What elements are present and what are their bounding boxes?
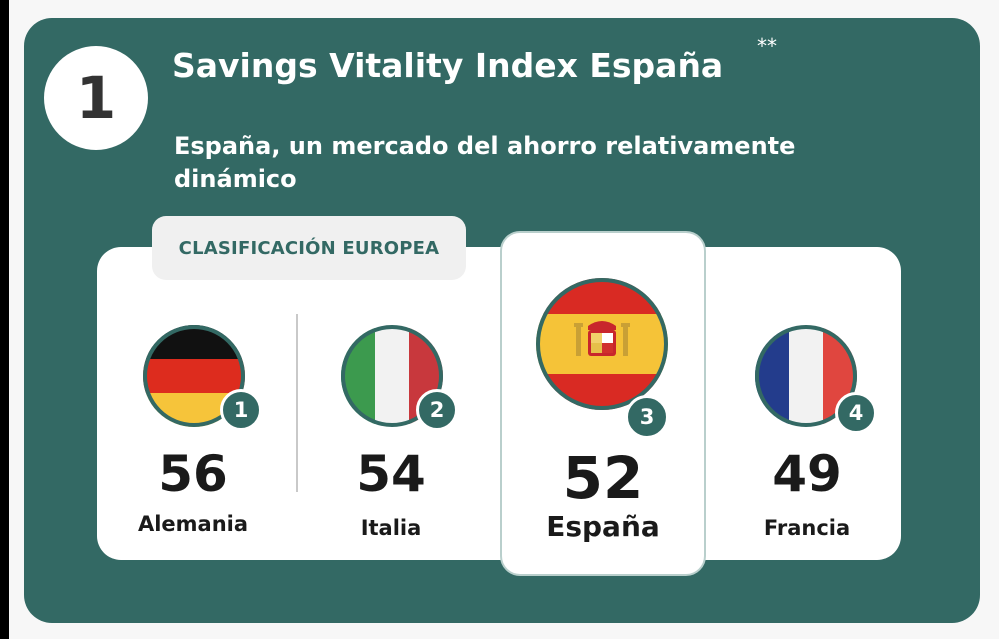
country-name: Francia: [763, 516, 851, 540]
score-value: 54: [356, 445, 426, 503]
ranking-label: CLASIFICACIÓN EUROPEA: [152, 216, 466, 280]
flag-ring: [341, 325, 443, 427]
score-value: 49: [772, 445, 842, 503]
page: 1 Savings Vitality Index España ** Españ…: [9, 0, 999, 639]
rank-badge: 1: [220, 389, 262, 431]
country-name: Alemania: [137, 512, 249, 536]
page-title: Savings Vitality Index España: [172, 46, 724, 85]
step-number-badge: 1: [44, 46, 148, 150]
flag-ring: [536, 278, 668, 410]
title-footnote-mark: **: [757, 34, 777, 58]
flag-ring: [755, 325, 857, 427]
rank-badge: 4: [835, 392, 877, 434]
rank-badge: 3: [625, 395, 669, 439]
score-value: 52: [562, 444, 644, 512]
country-name: Italia: [360, 516, 422, 540]
score-value: 56: [158, 445, 228, 503]
divider: [296, 314, 298, 492]
rank-badge: 2: [416, 389, 458, 431]
flag-ring: [143, 325, 245, 427]
country-name: España: [546, 510, 660, 543]
page-subtitle: España, un mercado del ahorro relativame…: [174, 132, 796, 193]
